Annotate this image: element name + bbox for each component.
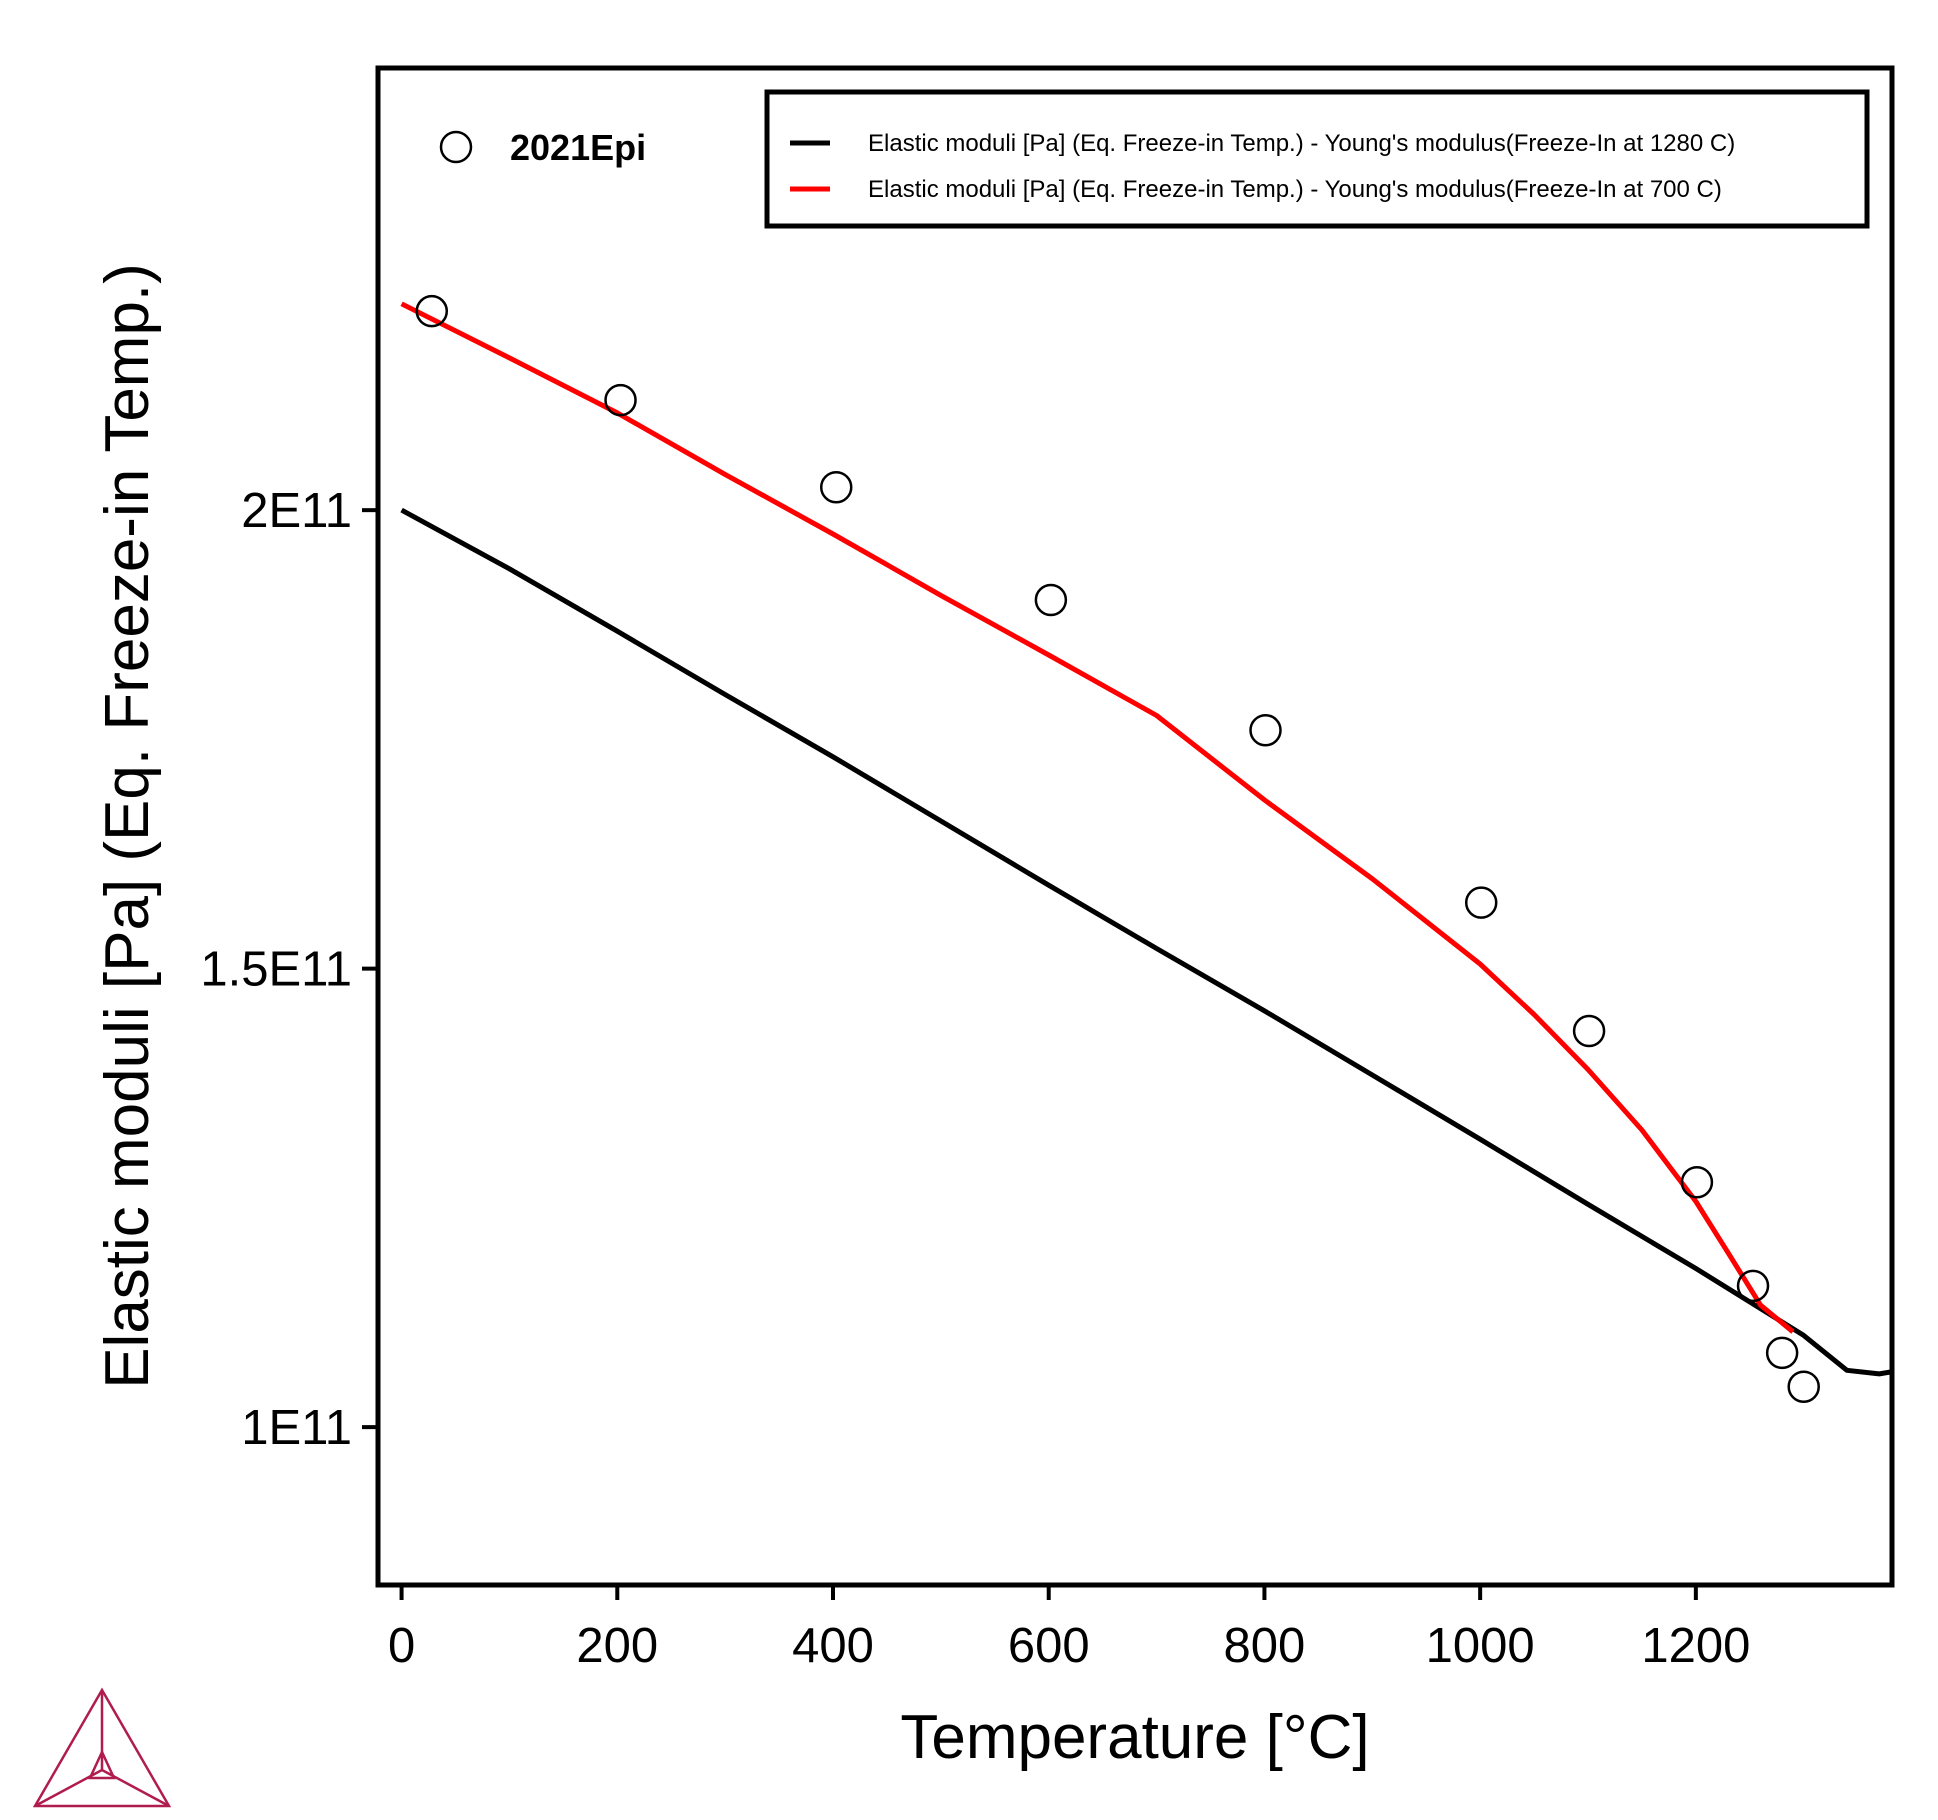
scatter-point xyxy=(604,383,637,417)
x-tick-label: 200 xyxy=(576,1619,658,1673)
y-tick-label: 1E11 xyxy=(241,1401,352,1455)
y-axis-title: Elastic moduli [Pa] (Eq. Freeze-in Temp.… xyxy=(93,263,162,1389)
scatter-layer xyxy=(415,294,1820,1404)
scatter-point xyxy=(1034,583,1068,617)
scatter-point xyxy=(1249,713,1282,747)
x-tick-label: 400 xyxy=(792,1619,874,1673)
scatter-point xyxy=(1787,1370,1820,1404)
scatter-legend-marker xyxy=(439,130,473,164)
line-legend: Elastic moduli [Pa] (Eq. Freeze-in Temp.… xyxy=(764,89,1870,229)
y-axis-ticks: 1E11 1.5E11 2E11 xyxy=(200,484,378,1455)
scatter-point xyxy=(415,294,449,328)
triangle-logo-icon xyxy=(32,1687,172,1808)
x-tick-label: 600 xyxy=(1008,1619,1090,1673)
x-tick-label: 1000 xyxy=(1426,1619,1535,1673)
plot-frame xyxy=(375,65,1895,1588)
x-tick-label: 1200 xyxy=(1641,1619,1750,1673)
line-legend-box xyxy=(764,89,1870,229)
scatter-point xyxy=(1680,1166,1714,1199)
legend-label-red: Elastic moduli [Pa] (Eq. Freeze-in Temp.… xyxy=(868,176,1722,203)
scatter-point xyxy=(1464,886,1498,919)
series-line-0 xyxy=(400,507,1890,1377)
plot-area xyxy=(400,294,1890,1404)
scatter-point xyxy=(1736,1269,1770,1303)
scatter-point xyxy=(1572,1014,1606,1048)
scatter-legend-label: 2021Epi xyxy=(510,127,646,168)
series-layer xyxy=(400,301,1890,1377)
legend-label-black: Elastic moduli [Pa] (Eq. Freeze-in Temp.… xyxy=(868,130,1735,157)
y-tick-label: 1.5E11 xyxy=(200,943,352,997)
scatter-point xyxy=(1765,1336,1799,1370)
x-axis-title: Temperature [°C] xyxy=(900,1703,1369,1772)
series-line-1 xyxy=(400,301,1795,1334)
y-tick-label: 2E11 xyxy=(241,484,352,538)
x-axis-ticks: 0 200 400 600 800 1000 1200 xyxy=(388,1585,1750,1673)
scatter-legend: 2021Epi xyxy=(439,127,646,168)
x-tick-label: 800 xyxy=(1224,1619,1306,1673)
x-tick-label: 0 xyxy=(388,1619,415,1673)
scatter-point xyxy=(819,470,853,504)
